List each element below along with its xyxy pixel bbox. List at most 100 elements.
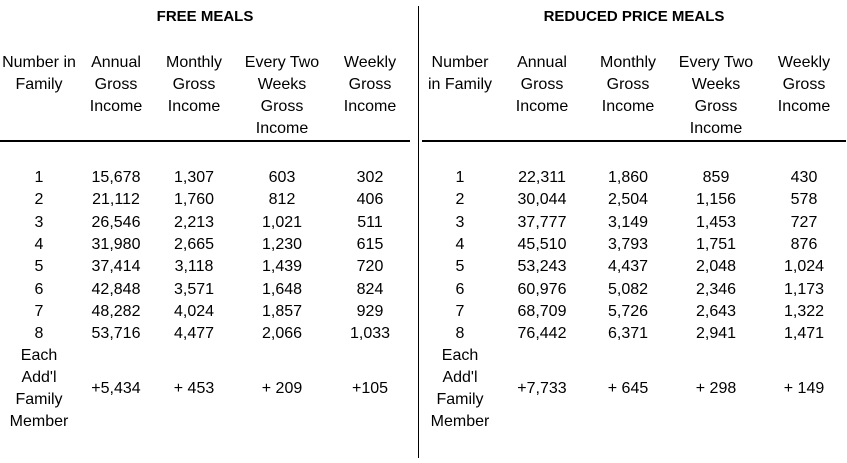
table-row: 8 53,716 4,477 2,066 1,033	[0, 323, 410, 345]
table-row: 5 53,243 4,437 2,048 1,024	[422, 256, 846, 278]
income-cell: + 298	[695, 380, 737, 398]
income-cell: 53,243	[517, 258, 567, 276]
family-size: 8	[34, 325, 44, 343]
family-size: 2	[34, 191, 44, 209]
income-cell: 578	[790, 191, 818, 209]
table-row: 4 31,980 2,665 1,230 615	[0, 234, 410, 256]
income-cell: + 149	[783, 380, 825, 398]
income-cell: +7,733	[517, 380, 567, 398]
income-cell: 1,860	[607, 169, 649, 187]
family-size: 5	[455, 258, 465, 276]
table-row: 6 42,848 3,571 1,648 824	[0, 278, 410, 300]
income-cell: 929	[356, 302, 384, 320]
income-cell: 859	[702, 169, 730, 187]
family-size: 5	[34, 258, 44, 276]
income-cell: 6,371	[607, 325, 649, 343]
family-size: Each Add'l Family Member	[430, 347, 490, 431]
income-cell: 603	[268, 169, 296, 187]
income-cell: 1,322	[783, 302, 825, 320]
family-size: 4	[34, 236, 44, 254]
table-row: 2 21,112 1,760 812 406	[0, 189, 410, 211]
income-cell: 1,230	[261, 236, 303, 254]
table-row: 7 48,282 4,024 1,857 929	[0, 301, 410, 323]
table-row: 8 76,442 6,371 2,941 1,471	[422, 323, 846, 345]
income-table: Number in Family Annual Gross Income Month…	[0, 52, 410, 433]
income-cell: 53,716	[91, 325, 141, 343]
family-size: 2	[455, 191, 465, 209]
income-cell: 430	[790, 169, 818, 187]
family-size: 6	[34, 280, 44, 298]
section: FREE MEALS Number in Family Annual Gross I…	[0, 0, 410, 463]
column-header: Number in Family	[0, 52, 78, 142]
income-cell: 42,848	[91, 280, 141, 298]
income-cell: 3,571	[173, 280, 215, 298]
income-cell: 2,346	[695, 280, 737, 298]
income-cell: 15,678	[91, 169, 141, 187]
income-cell: 511	[357, 213, 383, 231]
table-row: Each Add'l Family Member +5,434 + 453 + 209…	[0, 345, 410, 433]
income-cell: + 209	[261, 380, 303, 398]
income-cell: 2,066	[261, 325, 303, 343]
section: REDUCED PRICE MEALS Number in Family Annua…	[422, 0, 846, 463]
income-cell: 1,453	[695, 213, 737, 231]
family-size: 7	[455, 302, 465, 320]
income-cell: 1,751	[695, 236, 737, 254]
income-cell: 2,504	[607, 191, 649, 209]
section-title: REDUCED PRICE MEALS	[543, 8, 725, 25]
column-header: Weekly Gross Income	[762, 52, 846, 142]
income-cell: 2,213	[173, 213, 215, 231]
family-size: 4	[455, 236, 465, 254]
family-size: 1	[455, 169, 465, 187]
income-cell: 76,442	[517, 325, 567, 343]
income-cell: 21,112	[92, 191, 140, 209]
family-size: 7	[34, 302, 44, 320]
income-cell: 615	[356, 236, 384, 254]
section-title: FREE MEALS	[156, 8, 254, 25]
income-cell: 720	[356, 258, 384, 276]
table-row: 6 60,976 5,082 2,346 1,173	[422, 278, 846, 300]
income-cell: 1,024	[783, 258, 825, 276]
income-cell: + 645	[607, 380, 649, 398]
family-size: 6	[455, 280, 465, 298]
table-row: 7 68,709 5,726 2,643 1,322	[422, 301, 846, 323]
income-cell: 3,793	[607, 236, 649, 254]
income-cell: 4,477	[173, 325, 215, 343]
income-cell: 2,665	[173, 236, 215, 254]
income-cell: 1,173	[783, 280, 825, 298]
income-cell: 31,980	[91, 236, 141, 254]
income-cell: 22,311	[518, 169, 566, 187]
income-cell: 2,643	[695, 302, 737, 320]
income-cell: 45,510	[517, 236, 567, 254]
income-cell: 26,546	[91, 213, 141, 231]
income-cell: 5,726	[607, 302, 649, 320]
table-row: Each Add'l Family Member +7,733 + 645 + 298…	[422, 345, 846, 433]
income-cell: 406	[356, 191, 384, 209]
income-cell: 876	[790, 236, 818, 254]
divider	[418, 6, 419, 458]
income-cell: 1,033	[349, 325, 391, 343]
header-row: Number in Family Annual Gross Income Month…	[422, 52, 846, 142]
income-cell: 3,149	[607, 213, 649, 231]
family-size: 3	[455, 213, 465, 231]
income-cell: 5,082	[607, 280, 649, 298]
income-table: Number in Family Annual Gross Income Month…	[422, 52, 846, 433]
income-cell: 2,048	[695, 258, 737, 276]
income-cell: 1,471	[783, 325, 825, 343]
family-size: Each Add'l Family Member	[9, 347, 69, 431]
family-size: 8	[455, 325, 465, 343]
income-cell: 4,024	[173, 302, 215, 320]
table-row: 1 22,311 1,860 859 430	[422, 141, 846, 189]
column-header: Monthly Gross Income	[154, 52, 234, 142]
income-cell: 824	[356, 280, 384, 298]
column-header: Number in Family	[422, 52, 498, 142]
income-cell: +105	[351, 380, 389, 398]
income-cell: 1,021	[261, 213, 303, 231]
table-row: 5 37,414 3,118 1,439 720	[0, 256, 410, 278]
table-row: 3 37,777 3,149 1,453 727	[422, 212, 846, 234]
income-cell: 2,941	[695, 325, 737, 343]
income-cell: 60,976	[517, 280, 567, 298]
family-size: 1	[34, 169, 44, 187]
income-cell: +5,434	[91, 380, 141, 398]
column-header: Every Two Weeks Gross Income	[670, 52, 762, 142]
column-header: Weekly Gross Income	[330, 52, 410, 142]
